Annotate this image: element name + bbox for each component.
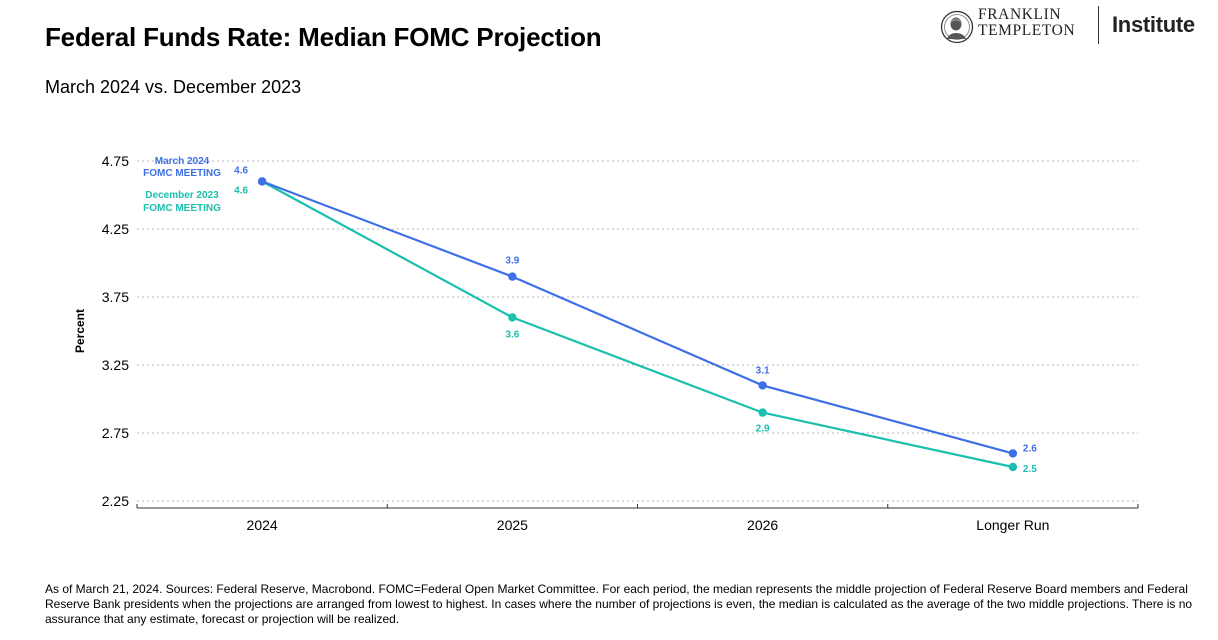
- y-tick-label: 2.25: [102, 493, 129, 509]
- data-label: 2.5: [1023, 464, 1037, 475]
- y-tick-label: 2.75: [102, 425, 129, 441]
- x-tick-label: 2026: [747, 517, 778, 533]
- series-line: [261, 180, 1014, 455]
- x-tick-label: 2025: [497, 517, 528, 533]
- page-title: Federal Funds Rate: Median FOMC Projecti…: [45, 22, 602, 52]
- data-point: [1008, 462, 1018, 472]
- institute-label: Institute: [1112, 12, 1195, 37]
- footnote: As of March 21, 2024. Sources: Federal R…: [45, 582, 1193, 626]
- data-point: [508, 272, 517, 281]
- series-name-line2: FOMC MEETING: [143, 168, 221, 179]
- data-label: 4.6: [234, 165, 248, 176]
- data-label: 2.9: [756, 424, 770, 435]
- franklin-portrait-seal-icon: [940, 10, 974, 44]
- x-tick-label: Longer Run: [976, 517, 1049, 533]
- franklin-templeton-logo: FRANKLIN TEMPLETON Institute: [940, 4, 1208, 46]
- brand-line-2: TEMPLETON: [978, 22, 1076, 39]
- data-point: [1008, 449, 1018, 458]
- series-name-line2: FOMC MEETING: [143, 203, 221, 214]
- logo-divider: [1098, 6, 1099, 44]
- y-tick-label: 3.25: [102, 357, 129, 373]
- brand-name: FRANKLIN TEMPLETON: [978, 7, 1075, 39]
- data-label: 2.6: [1023, 443, 1037, 454]
- brand-line-1: FRANKLIN: [978, 6, 1062, 23]
- y-tick-label: 3.75: [102, 289, 129, 305]
- data-point: [758, 408, 767, 417]
- data-label: 3.9: [505, 256, 519, 267]
- fed-funds-line-chart: 4.75 4.25 3.75 3.25 2.75 2.25 2024 2025 2026 Long…: [73, 153, 1139, 533]
- y-tick-label: 4.25: [102, 221, 129, 237]
- data-point: [257, 177, 267, 186]
- data-point: [508, 313, 517, 322]
- data-label: 3.1: [756, 365, 770, 376]
- x-tick-label: 2024: [247, 517, 278, 533]
- data-point: [758, 381, 767, 390]
- data-label: 4.6: [234, 185, 248, 196]
- series-name-line1: December 2023: [145, 190, 219, 201]
- series-line: [261, 180, 1014, 469]
- y-axis-label: Percent: [73, 309, 87, 353]
- y-tick-label: 4.75: [102, 153, 129, 169]
- series-name-line1: March 2024: [155, 156, 210, 167]
- data-label: 3.6: [505, 329, 519, 340]
- page-subtitle: March 2024 vs. December 2023: [45, 77, 302, 97]
